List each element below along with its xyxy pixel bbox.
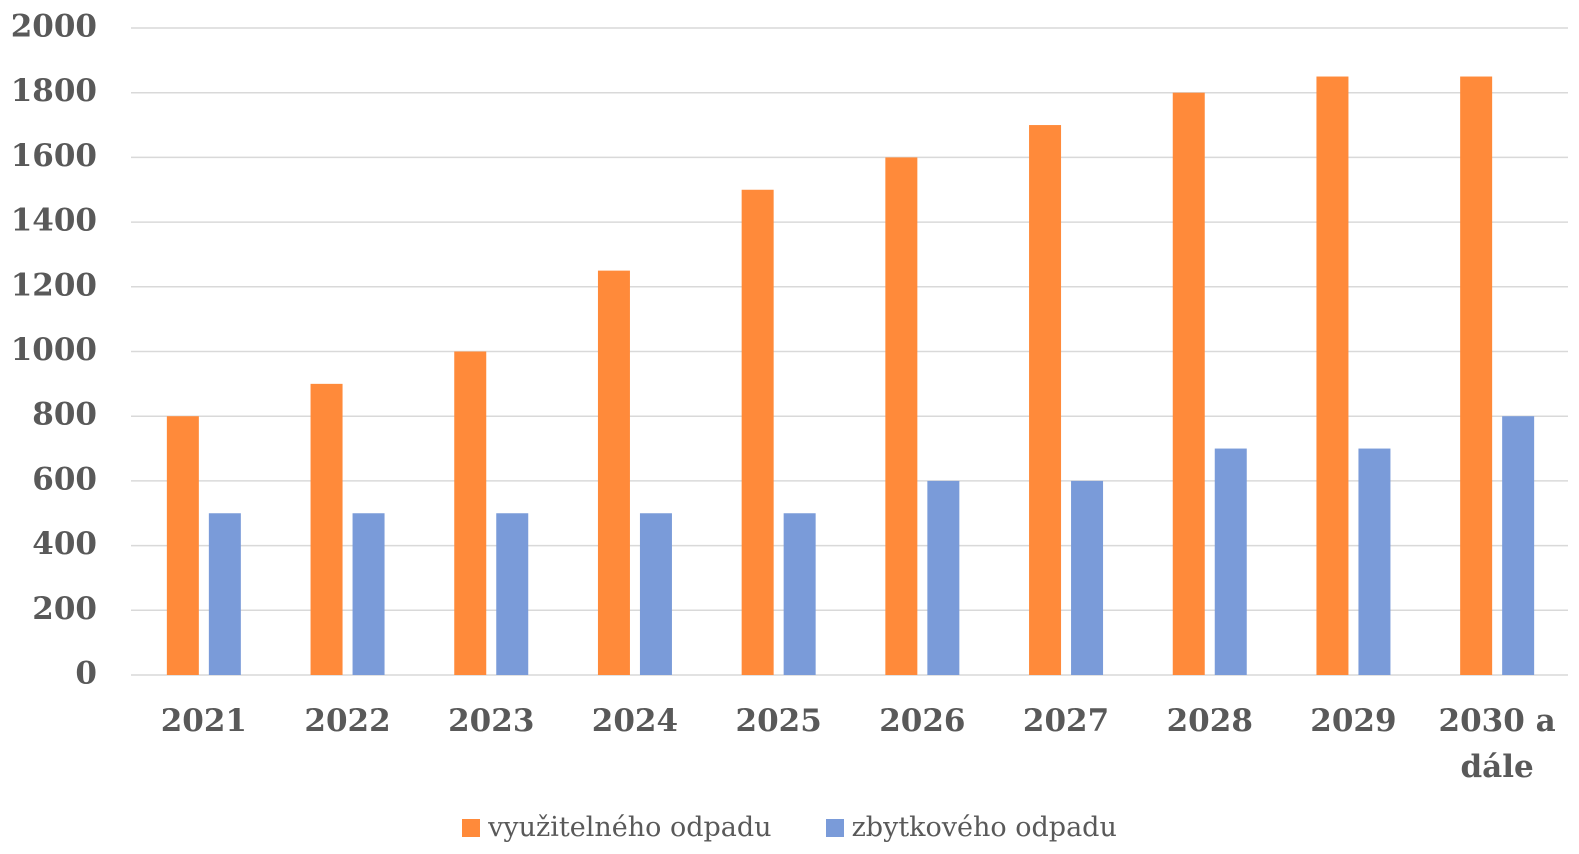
bar: [1316, 76, 1349, 675]
legend: využitelného odpadu zbytkového odpadu: [0, 812, 1579, 843]
legend-item: využitelného odpadu: [462, 812, 772, 843]
x-tick-label: 2022: [304, 703, 391, 739]
bar: [1460, 76, 1493, 675]
x-tick-label: 2025: [735, 703, 822, 739]
y-tick-label: 0: [75, 656, 97, 692]
legend-swatch: [462, 818, 481, 837]
legend-item: zbytkového odpadu: [825, 812, 1117, 843]
bar: [310, 383, 343, 675]
y-tick-label: 1200: [11, 267, 97, 303]
y-tick-label: 1600: [11, 138, 97, 174]
x-tick-label: 2026: [879, 703, 966, 739]
x-tick-label: 2021: [160, 703, 247, 739]
y-tick-label: 1000: [11, 332, 97, 368]
x-tick-label: 2023: [448, 703, 535, 739]
bar: [208, 513, 241, 675]
x-tick-label: 2028: [1166, 703, 1253, 739]
x-tick-label: 2029: [1310, 703, 1397, 739]
bar: [597, 270, 630, 675]
legend-label: zbytkového odpadu: [851, 812, 1117, 843]
bar: [741, 189, 774, 675]
bar: [454, 351, 487, 675]
y-tick-label: 1400: [11, 203, 97, 239]
legend-swatch: [825, 818, 844, 837]
x-tick-label: 2030 a dále: [1438, 703, 1556, 785]
y-tick-label: 1800: [11, 73, 97, 109]
y-tick-label: 400: [32, 526, 97, 562]
bar: [1071, 480, 1104, 675]
legend-label: využitelného odpadu: [488, 812, 772, 843]
y-tick-label: 2000: [11, 9, 97, 45]
bar: [166, 416, 199, 675]
bar: [1029, 125, 1062, 676]
bar: [783, 513, 816, 675]
bar: [885, 157, 918, 675]
bar: [1172, 92, 1205, 675]
y-tick-label: 800: [32, 397, 97, 433]
bar: [927, 480, 960, 675]
bar: [1502, 416, 1535, 675]
x-tick-label: 2024: [591, 703, 679, 739]
bar: [1214, 448, 1247, 675]
bar: [496, 513, 529, 675]
y-tick-label: 200: [32, 591, 97, 627]
bar: [1358, 448, 1391, 675]
y-tick-label: 600: [32, 461, 97, 497]
x-tick-label: 2027: [1022, 703, 1110, 739]
bar: [639, 513, 672, 675]
bar: [352, 513, 385, 675]
